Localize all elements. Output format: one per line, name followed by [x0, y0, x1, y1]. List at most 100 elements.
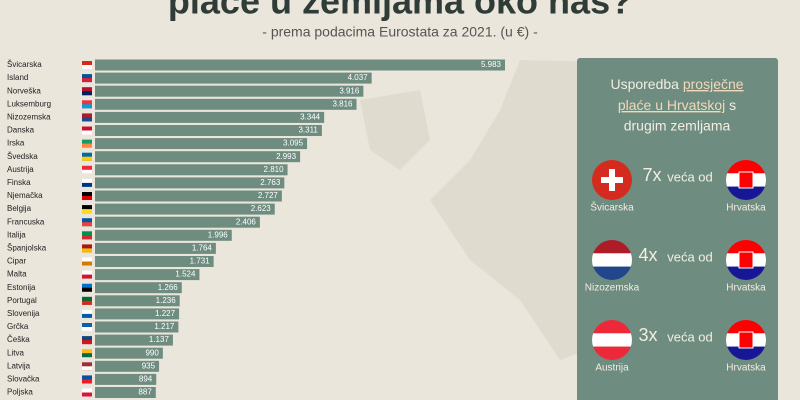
category-label: Nizozemska	[7, 113, 51, 122]
flag-crest	[738, 251, 754, 269]
panel-title: Usporedba prosječne	[610, 76, 743, 92]
flag	[82, 78, 92, 83]
category-label: Cipar	[7, 257, 26, 266]
value-label: 1.524	[175, 270, 196, 279]
value-label: 990	[145, 348, 159, 357]
bar	[95, 190, 282, 202]
value-label: 4.037	[348, 73, 369, 82]
flag	[82, 327, 92, 331]
flag	[82, 117, 92, 122]
flag-crest	[738, 331, 754, 349]
flag-stripe	[726, 347, 766, 360]
flag	[82, 340, 92, 345]
flag	[82, 248, 92, 253]
bar	[95, 334, 173, 346]
bar	[95, 360, 160, 372]
value-label: 3.311	[298, 126, 318, 135]
comparison-factor: 3x	[638, 325, 657, 345]
reference-name: Hrvatska	[726, 283, 766, 294]
flag-stripe	[726, 187, 766, 200]
flag-stripe	[726, 267, 766, 280]
value-label: 1.227	[155, 309, 176, 318]
bar	[95, 242, 216, 254]
category-label: Španjolska	[7, 244, 47, 253]
panel-title-part: Usporedba	[610, 76, 679, 92]
country-name: Austrija	[595, 363, 629, 374]
bar	[95, 308, 180, 320]
value-label: 2.763	[260, 178, 281, 187]
map-shape	[360, 90, 430, 170]
flag	[82, 209, 92, 214]
flag	[82, 313, 92, 318]
flag-stripe	[726, 240, 766, 253]
flag	[82, 65, 92, 69]
flag	[82, 222, 92, 227]
flag	[82, 169, 92, 174]
category-label: Grčka	[7, 322, 29, 331]
flag	[82, 300, 92, 305]
category-label: Danska	[7, 126, 35, 135]
flag	[82, 353, 92, 358]
country-name: Nizozemska	[585, 283, 640, 294]
flag-stripe	[592, 160, 632, 173]
bar	[95, 269, 200, 281]
category-label: Italija	[7, 230, 26, 239]
value-label: 1.217	[154, 322, 175, 331]
flag-stripe	[592, 347, 632, 360]
flag-stripe	[592, 187, 632, 200]
value-label: 2.993	[276, 152, 297, 161]
category-label: Švicarska	[7, 60, 42, 69]
value-label: 3.816	[332, 99, 353, 108]
flag	[82, 130, 92, 135]
bar	[95, 373, 157, 385]
category-label: Slovačka	[7, 375, 40, 384]
comparison-factor: 4x	[638, 245, 657, 265]
category-label: Portugal	[7, 296, 37, 305]
bar	[95, 151, 301, 163]
bar	[95, 111, 325, 123]
bar	[95, 282, 182, 294]
category-label: Francuska	[7, 217, 45, 226]
category-label: Estonija	[7, 283, 36, 292]
bar	[95, 125, 322, 136]
value-label: 1.236	[156, 296, 177, 305]
flag-crest	[738, 171, 754, 189]
panel-title-part: plaće u Hrvatskoj	[618, 97, 725, 113]
comparison-text: veća od	[667, 169, 713, 184]
flag	[82, 379, 92, 384]
flag	[82, 156, 92, 161]
category-label: Malta	[7, 270, 27, 279]
panel-title: plaće u Hrvatskoj s	[618, 97, 736, 113]
bar	[95, 216, 260, 228]
category-label: Latvija	[7, 361, 31, 370]
comparisons: 7x veća od Švicarska Hrvatska 4x veća od Nizoz…	[585, 160, 766, 374]
value-label: 1.996	[208, 230, 229, 239]
flag	[82, 196, 92, 200]
bar-chart: Švicarska 5.983 Island 4.037 Norveška 3.916 Lu…	[7, 59, 505, 398]
flag	[82, 287, 92, 292]
category-label: Poljska	[7, 388, 33, 397]
flag	[82, 143, 92, 148]
category-label: Luksemburg	[7, 99, 51, 108]
category-label: Njemačka	[7, 191, 43, 200]
value-label: 3.344	[300, 113, 321, 122]
flag	[82, 104, 92, 109]
value-label: 3.916	[339, 86, 360, 95]
bar	[95, 72, 372, 84]
category-label: Litva	[7, 348, 24, 357]
bar	[95, 203, 275, 215]
category-label: Island	[7, 73, 28, 82]
chart-subtitle: - prema podacima Eurostata za 2021. (u €…	[262, 24, 538, 40]
value-label: 2.727	[258, 191, 279, 200]
value-label: 1.764	[192, 244, 213, 253]
bar	[95, 256, 214, 267]
flag-stripe	[592, 253, 632, 266]
bar	[95, 85, 364, 97]
bar	[95, 321, 179, 333]
bar	[95, 347, 163, 359]
flag	[82, 366, 92, 371]
panel-title: drugim zemljama	[624, 118, 731, 134]
category-label: Češka	[7, 335, 30, 344]
flag-stripe	[592, 333, 632, 346]
